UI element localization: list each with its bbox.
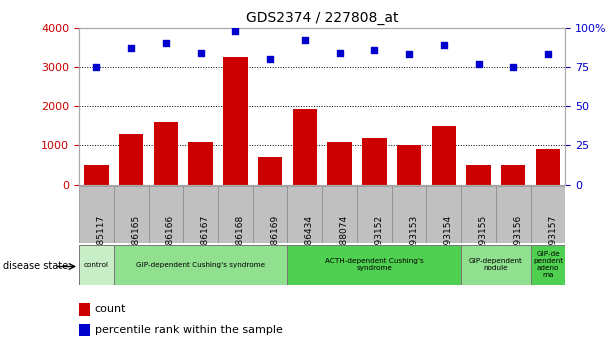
Bar <box>357 186 392 243</box>
Bar <box>79 303 90 316</box>
Bar <box>328 142 352 185</box>
Bar <box>253 186 288 243</box>
Text: GSM93154: GSM93154 <box>444 215 453 264</box>
Text: GIP-dependent
nodule: GIP-dependent nodule <box>469 258 523 271</box>
Text: GSM93153: GSM93153 <box>409 215 418 264</box>
Text: GSM86434: GSM86434 <box>305 215 314 264</box>
Bar <box>496 186 531 243</box>
Text: GSM86165: GSM86165 <box>131 215 140 264</box>
Point <box>370 47 379 52</box>
Point <box>300 37 309 43</box>
Bar <box>85 165 109 185</box>
Text: percentile rank within the sample: percentile rank within the sample <box>95 325 283 335</box>
Bar <box>531 186 565 243</box>
Text: GSM93156: GSM93156 <box>513 215 522 264</box>
Bar <box>288 186 322 243</box>
Bar <box>362 138 387 185</box>
Bar <box>188 142 213 185</box>
Point <box>230 28 240 33</box>
Point <box>196 50 206 56</box>
Text: control: control <box>84 262 109 268</box>
Point <box>543 51 553 57</box>
Bar <box>148 186 183 243</box>
Bar <box>392 186 426 243</box>
Bar <box>397 145 421 185</box>
Bar <box>501 165 525 185</box>
Text: GSM88074: GSM88074 <box>340 215 348 264</box>
Bar <box>223 57 247 185</box>
Point <box>474 61 483 67</box>
Point <box>126 45 136 51</box>
Bar <box>79 186 114 243</box>
Bar <box>288 245 461 285</box>
Bar <box>531 245 565 285</box>
Bar <box>536 149 560 185</box>
Bar <box>461 245 531 285</box>
Point <box>508 64 518 70</box>
Point <box>404 51 414 57</box>
Bar <box>79 324 90 336</box>
Text: GSM93152: GSM93152 <box>375 215 384 264</box>
Text: GIP-dependent Cushing's syndrome: GIP-dependent Cushing's syndrome <box>136 262 265 268</box>
Text: count: count <box>95 304 126 314</box>
Text: GSM86167: GSM86167 <box>201 215 210 264</box>
Point <box>92 64 102 70</box>
Bar <box>466 165 491 185</box>
Bar <box>218 186 253 243</box>
Bar <box>183 186 218 243</box>
Text: GSM93155: GSM93155 <box>478 215 488 264</box>
Bar <box>322 186 357 243</box>
Text: GSM86169: GSM86169 <box>270 215 279 264</box>
Point <box>161 40 171 46</box>
Bar <box>461 186 496 243</box>
Bar <box>292 109 317 185</box>
Title: GDS2374 / 227808_at: GDS2374 / 227808_at <box>246 11 398 25</box>
Bar <box>258 157 282 185</box>
Text: GIP-de
pendent
adeno
ma: GIP-de pendent adeno ma <box>533 251 563 278</box>
Text: ACTH-dependent Cushing's
syndrome: ACTH-dependent Cushing's syndrome <box>325 258 424 271</box>
Bar <box>114 245 288 285</box>
Bar <box>154 122 178 185</box>
Bar <box>432 127 456 185</box>
Text: GSM86168: GSM86168 <box>235 215 244 264</box>
Point <box>439 42 449 48</box>
Point <box>335 50 345 56</box>
Text: GSM93157: GSM93157 <box>548 215 557 264</box>
Bar <box>119 134 143 185</box>
Bar <box>426 186 461 243</box>
Text: disease state: disease state <box>3 262 68 271</box>
Bar <box>114 186 148 243</box>
Text: GSM86166: GSM86166 <box>166 215 175 264</box>
Text: GSM85117: GSM85117 <box>97 215 105 264</box>
Bar <box>79 245 114 285</box>
Point <box>265 56 275 62</box>
